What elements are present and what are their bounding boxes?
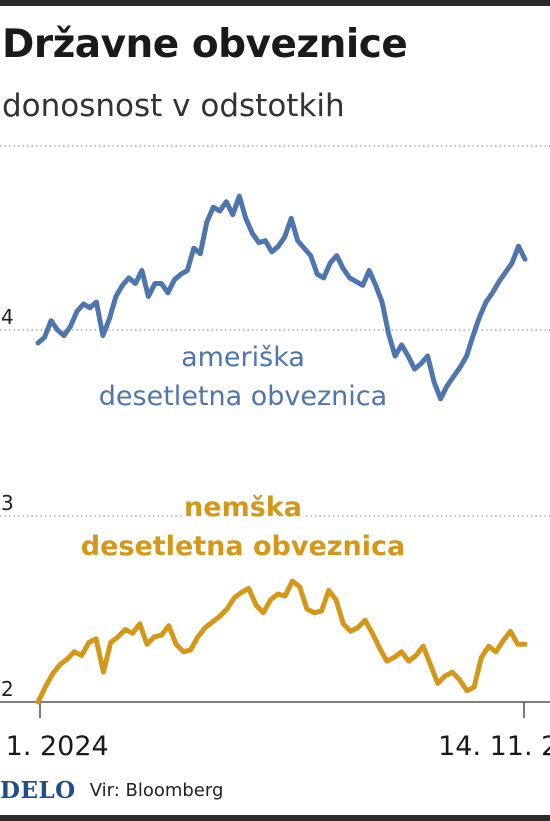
top-rule xyxy=(0,0,550,6)
y-tick-label-3: 3 xyxy=(1,491,14,515)
chart-subtitle: donosnost v odstotkih xyxy=(2,88,345,124)
series-label-de-line-1: nemška xyxy=(184,492,302,523)
series-label-us-line-1: ameriška xyxy=(181,342,305,373)
series-line-de xyxy=(35,578,528,705)
footer: DELO Vir: Bloomberg xyxy=(0,773,223,807)
y-tick-label-2: 2 xyxy=(1,677,14,701)
source-note: Vir: Bloomberg xyxy=(89,779,224,801)
y-tick-label-4: 4 xyxy=(1,305,14,329)
series-label-us-line-2: desetletna obveznica xyxy=(99,381,387,412)
bond-yield-chart: 2 3 4 2. 1. 2024 14. 11. 2024 ameriška desetle… xyxy=(0,145,550,762)
x-tick-label-0: 2. 1. 2024 xyxy=(0,731,109,762)
delo-logo: DELO xyxy=(0,776,76,804)
series-label-de-line-2: desetletna obveznica xyxy=(81,531,405,562)
series-line-us xyxy=(35,193,528,402)
bottom-rule xyxy=(0,815,550,821)
chart-title: Državne obveznice xyxy=(2,22,408,67)
x-tick-label-1: 14. 11. 2024 xyxy=(438,731,550,762)
